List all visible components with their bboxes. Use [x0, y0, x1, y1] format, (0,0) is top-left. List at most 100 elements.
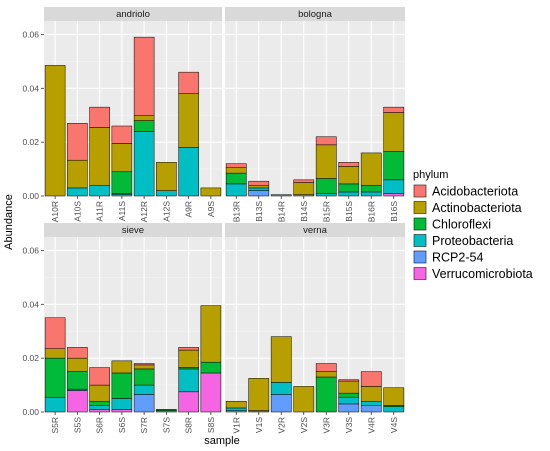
- bar-segment-actinobacteriota: [293, 182, 315, 195]
- bar-segment-actinobacteriota: [133, 364, 155, 370]
- bar-s6s: [111, 360, 133, 413]
- bar-v2r: [270, 336, 292, 413]
- bar-segment-proteobacteria: [133, 131, 155, 197]
- x-tick-label: S5R: [50, 417, 60, 434]
- x-tick-label: A12R: [139, 201, 149, 222]
- legend-item-proteobacteria: Proteobacteria: [413, 233, 513, 248]
- bar-segment-acidobacteriota: [67, 123, 88, 161]
- bar-segment-actinobacteriota: [178, 93, 199, 148]
- legend-item-chloroflexi: Chloroflexi: [413, 217, 491, 232]
- legend-label: Acidobacteriota: [432, 185, 518, 199]
- facet-strip: [225, 7, 405, 21]
- x-tick-label: A10S: [72, 201, 82, 222]
- bar-segment-acidobacteriota: [133, 36, 155, 116]
- y-tick-label: 0.04: [22, 83, 39, 93]
- bar-segment-verrucomicrobiota: [200, 372, 222, 413]
- x-tick-label: V3S: [344, 417, 354, 433]
- bar-b14s: [293, 179, 315, 197]
- facet-andriolo: andriolo 0.00 0.02 0.04 0.06 A10R A10S A11R A11S…: [22, 7, 222, 222]
- facet-bologna: bologna B13R B13S B14R B14S B15R B15S B16R B16S: [225, 7, 405, 222]
- y-tick-label: 0.06: [22, 245, 39, 255]
- x-tick-label: S6S: [117, 417, 127, 433]
- legend-swatch: [413, 234, 427, 247]
- x-tick-label: A11R: [95, 201, 105, 222]
- bar-segment-actinobacteriota: [200, 305, 222, 363]
- legend-item-actinobacteriota: Actinobacteriota: [413, 200, 522, 215]
- bar-segment-acidobacteriota: [225, 163, 247, 168]
- bar-segment-acidobacteriota: [338, 379, 360, 382]
- legend-title: phylum: [413, 169, 448, 181]
- bar-segment-proteobacteria: [315, 193, 337, 197]
- bar-s7r: [133, 363, 155, 413]
- bar-segment-actinobacteriota: [360, 152, 382, 186]
- bar-segment-chloroflexi: [44, 357, 66, 398]
- x-tick-label: V1S: [254, 417, 264, 433]
- legend: phylum Acidobacteriota Actinobacteriota Ch…: [413, 169, 533, 281]
- bar-segment-proteobacteria: [133, 384, 155, 395]
- x-tick-label: V4S: [389, 417, 399, 433]
- x-tick-label: A9S: [206, 201, 216, 217]
- x-tick-label: B13R: [231, 201, 241, 222]
- x-tick-label: V3R: [321, 417, 331, 434]
- bar-segment-rcp2-54: [338, 403, 360, 413]
- bar-segment-acidobacteriota: [89, 106, 110, 128]
- x-tick-label: B14S: [299, 201, 309, 222]
- legend-item-acidobacteriota: Acidobacteriota: [413, 184, 518, 199]
- legend-label: Proteobacteria: [432, 234, 513, 248]
- x-tick-label: B16S: [389, 201, 399, 222]
- bar-segment-rcp2-54: [360, 405, 382, 413]
- bar-segment-actinobacteriota: [89, 384, 110, 402]
- bar-segment-actinobacteriota: [315, 144, 337, 179]
- bar-segment-proteobacteria: [178, 147, 199, 197]
- x-tick-label: S7S: [161, 417, 171, 433]
- bar-segment-chloroflexi: [111, 171, 133, 194]
- legend-swatch: [413, 201, 427, 214]
- bar-segment-acidobacteriota: [133, 363, 155, 366]
- x-tick-label: B14R: [276, 201, 286, 222]
- bar-s5r: [44, 317, 66, 413]
- x-tick-label: B16R: [366, 201, 376, 222]
- bar-segment-chloroflexi: [200, 361, 222, 374]
- facet-verna: verna V1R V1S V2R V2S V3R V3S V4R V4S: [225, 223, 405, 434]
- bar-segment-proteobacteria: [156, 190, 177, 197]
- bar-segment-rcp2-54: [133, 394, 155, 413]
- bar-segment-verrucomicrobiota: [178, 391, 199, 413]
- x-tick-label: A12S: [161, 201, 171, 222]
- facet-strip: [225, 223, 405, 237]
- x-tick-label: A10R: [50, 201, 60, 222]
- bar-segment-proteobacteria: [360, 400, 382, 406]
- bar-segment-proteobacteria: [248, 187, 270, 191]
- bar-segment-chloroflexi: [89, 400, 110, 406]
- bar-segment-chloroflexi: [315, 376, 337, 413]
- bar-v4r: [360, 371, 382, 413]
- x-tick-label: A11S: [117, 201, 127, 221]
- x-tick-label: S8S: [206, 417, 216, 433]
- bar-segment-acidobacteriota: [248, 180, 270, 186]
- y-tick-label: 0.04: [22, 299, 39, 309]
- bar-segment-proteobacteria: [178, 368, 199, 393]
- bar-segment-actinobacteriota: [338, 380, 360, 394]
- bar-segment-rcp2-54: [248, 190, 270, 197]
- bar-segment-chloroflexi: [383, 151, 405, 181]
- bar-segment-proteobacteria: [225, 183, 247, 197]
- bar-segment-acidobacteriota: [111, 125, 133, 144]
- y-tick-label: 0.02: [22, 137, 39, 147]
- bar-segment-proteobacteria: [360, 191, 382, 197]
- facet-strip-label: bologna: [298, 9, 333, 20]
- bar-segment-chloroflexi: [338, 183, 360, 193]
- bar-segment-actinobacteriota: [225, 167, 247, 174]
- x-axis-title: sample: [204, 435, 239, 447]
- bar-segment-verrucomicrobiota: [89, 409, 110, 413]
- x-tick-label: V1R: [231, 417, 241, 434]
- bar-segment-actinobacteriota: [270, 336, 292, 383]
- bar-segment-actinobacteriota: [200, 187, 222, 197]
- bar-a9r: [178, 71, 199, 197]
- bar-segment-actinobacteriota: [89, 127, 110, 186]
- x-tick-label: V2R: [276, 417, 286, 434]
- legend-item-verrucomicrobiota: Verrucomicrobiota: [413, 266, 533, 281]
- legend-label: RCP2-54: [432, 251, 483, 265]
- x-tick-label: B13S: [254, 201, 264, 222]
- bar-segment-actinobacteriota: [111, 143, 133, 173]
- bar-segment-proteobacteria: [338, 396, 360, 405]
